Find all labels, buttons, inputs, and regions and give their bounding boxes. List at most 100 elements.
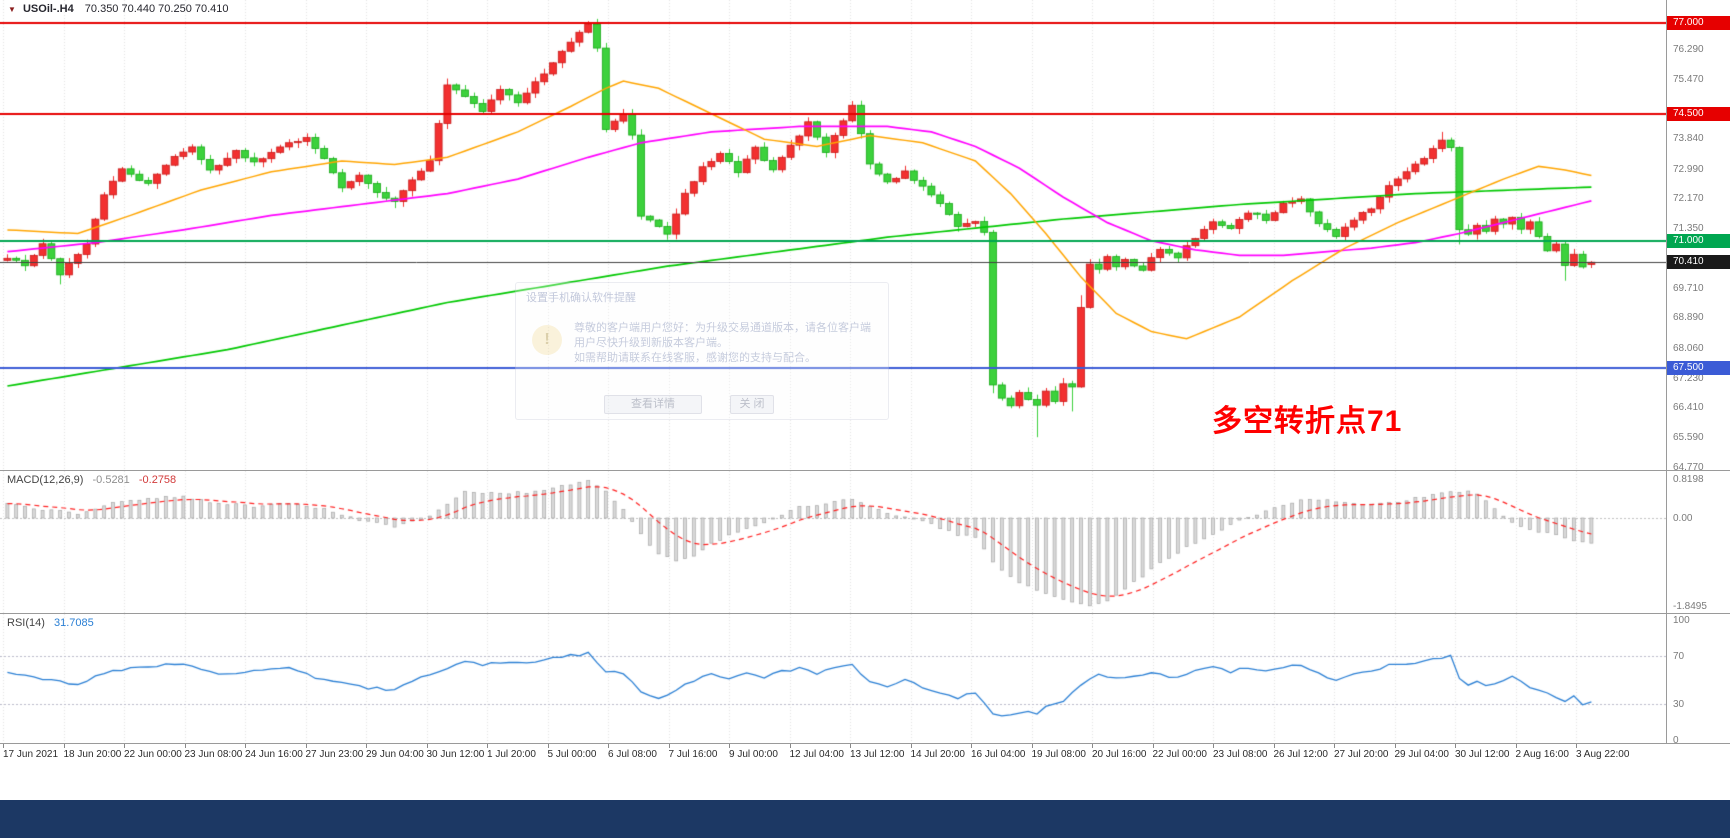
rsi-value: 31.7085	[53, 617, 94, 629]
price-scale-label: 66.410	[1673, 402, 1704, 414]
time-axis-tick	[1031, 744, 1033, 748]
price-scale-label: 68.060	[1673, 342, 1704, 354]
macd-scale-label: -1.8495	[1673, 601, 1707, 612]
time-axis-label: 27 Jun 23:00	[305, 749, 364, 760]
panel-separator[interactable]	[0, 613, 1730, 614]
macd-header: MACD(12,26,9) -0.5281 -0.2758	[7, 474, 176, 486]
symbol-name: USOil-.H4	[22, 3, 74, 15]
time-axis-label: 20 Jul 16:00	[1092, 749, 1147, 760]
time-axis-label: 26 Jul 12:00	[1273, 749, 1329, 760]
time-axis-label: 1 Jul 20:00	[487, 749, 536, 760]
time-axis-tick	[3, 744, 4, 748]
watermark-close-button[interactable]: 关 闭	[730, 395, 774, 414]
price-scale[interactable]: 76.290 75.470 73.840 72.990 72.170 71.350 69.7…	[1666, 0, 1730, 746]
time-axis-tick	[971, 744, 972, 748]
macd-indicator-canvas[interactable]	[0, 471, 1666, 613]
time-axis-tick	[850, 744, 851, 748]
price-scale-tag: 77.000	[1667, 16, 1730, 30]
time-axis-tick	[668, 744, 670, 748]
time-axis-tick	[1576, 744, 1577, 748]
rsi-scale-label: 30	[1673, 699, 1685, 710]
time-axis-label: 23 Jun 08:00	[184, 749, 243, 760]
price-scale-label: 73.840	[1673, 132, 1704, 144]
time-axis-tick	[305, 744, 307, 748]
time-axis-tick	[124, 744, 125, 748]
time-axis-label: 13 Jul 12:00	[850, 749, 905, 760]
macd-scale-label: 0.8198	[1673, 474, 1704, 485]
macd-signal-value: -0.2758	[138, 474, 177, 486]
time-axis-label: 27 Jul 20:00	[1334, 749, 1389, 760]
rsi-scale-label: 100	[1673, 615, 1690, 626]
watermark-title: 设置手机确认软件提醒	[526, 292, 636, 304]
time-axis-label: 30 Jun 12:00	[426, 749, 485, 760]
time-axis-label: 17 Jun 2021	[3, 749, 59, 760]
time-axis-tick	[1092, 744, 1093, 748]
time-axis-label: 22 Jun 00:00	[124, 749, 182, 760]
symbol-ohlc-values: 70.350 70.440 70.250 70.410	[84, 3, 229, 15]
price-scale-tag: 71.000	[1667, 233, 1730, 248]
price-scale-label: 75.470	[1673, 73, 1704, 85]
symbol-header: ▼ USOil-.H4 70.350 70.440 70.250 70.410	[8, 3, 229, 15]
time-axis-label: 22 Jul 00:00	[1152, 749, 1208, 760]
price-scale-tag: 70.410	[1667, 255, 1730, 270]
time-axis-label: 5 Jul 00:00	[547, 749, 597, 760]
time-axis-label: 6 Jul 08:00	[608, 749, 657, 760]
time-axis-tick	[789, 744, 791, 748]
time-axis-tick	[1213, 744, 1214, 748]
watermark-line: 如需帮助请联系在线客服，感谢您的支持与配合。	[574, 352, 816, 364]
time-axis-label: 12 Jul 04:00	[789, 749, 845, 760]
time-axis-label: 24 Jun 16:00	[245, 749, 303, 760]
price-scale-label: 76.290	[1673, 43, 1704, 55]
rsi-title: RSI(14)	[7, 617, 45, 629]
price-scale-label: 65.590	[1673, 432, 1704, 444]
price-scale-label: 68.890	[1673, 312, 1704, 324]
time-axis-tick	[910, 744, 912, 748]
time-axis-label: 2 Aug 16:00	[1515, 749, 1569, 760]
time-axis-label: 3 Aug 22:00	[1576, 749, 1630, 760]
price-scale-label: 72.170	[1673, 193, 1704, 205]
time-axis-label: 23 Jul 08:00	[1213, 749, 1268, 760]
time-axis[interactable]: 17 Jun 2021 18 Jun 20:00 22 Jun 00:00 23 Ju…	[0, 744, 1730, 800]
time-axis-tick	[63, 744, 65, 748]
price-scale-label: 64.770	[1673, 461, 1704, 473]
time-axis-tick	[487, 744, 488, 748]
macd-title: MACD(12,26,9)	[7, 474, 84, 486]
time-axis-tick	[547, 744, 549, 748]
watermark-line: 尊敬的客户端用户您好：为升级交易通道版本，请各位客户端用户尽快升级到新版本客户端…	[574, 322, 871, 349]
time-axis-label: 30 Jul 12:00	[1455, 749, 1510, 760]
bottom-bar	[0, 800, 1730, 838]
symbol-dropdown-icon[interactable]: ▼	[8, 5, 16, 14]
rsi-scale-label: 70	[1673, 651, 1685, 662]
price-chart-canvas[interactable]	[0, 0, 1666, 470]
time-axis-tick	[1515, 744, 1517, 748]
time-axis-tick	[184, 744, 186, 748]
watermark-dialog: 设置手机确认软件提醒 ! 尊敬的客户端用户您好：为升级交易通道版本，请各位客户端…	[515, 282, 889, 420]
time-axis-label: 16 Jul 04:00	[971, 749, 1026, 760]
panel-separator[interactable]	[0, 743, 1730, 744]
time-axis-tick	[366, 744, 367, 748]
watermark-detail-button[interactable]: 查看详情	[604, 395, 702, 414]
price-scale-tag: 74.500	[1667, 106, 1730, 121]
rsi-header: RSI(14) 31.7085	[7, 617, 94, 629]
time-axis-label: 9 Jul 00:00	[729, 749, 778, 760]
time-axis-label: 18 Jun 20:00	[63, 749, 122, 760]
time-axis-label: 7 Jul 16:00	[668, 749, 718, 760]
chart-annotation-text: 多空转折点71	[1212, 405, 1403, 438]
rsi-indicator-canvas[interactable]	[0, 614, 1666, 743]
macd-main-value: -0.5281	[92, 474, 130, 486]
time-axis-tick	[1334, 744, 1335, 748]
time-axis-tick	[1394, 744, 1396, 748]
time-axis-label: 14 Jul 20:00	[910, 749, 966, 760]
time-axis-tick	[729, 744, 730, 748]
price-scale-label: 67.230	[1673, 372, 1704, 384]
time-axis-tick	[1455, 744, 1456, 748]
watermark-message: 尊敬的客户端用户您好：为升级交易通道版本，请各位客户端用户尽快升级到新版本客户端…	[574, 321, 874, 366]
time-axis-label: 29 Jun 04:00	[366, 749, 424, 760]
time-axis-tick	[608, 744, 609, 748]
time-axis-tick	[426, 744, 428, 748]
macd-scale-label: 0.00	[1673, 513, 1693, 524]
price-scale-label: 72.990	[1673, 163, 1704, 175]
time-axis-tick	[245, 744, 246, 748]
panel-separator[interactable]	[0, 470, 1730, 471]
